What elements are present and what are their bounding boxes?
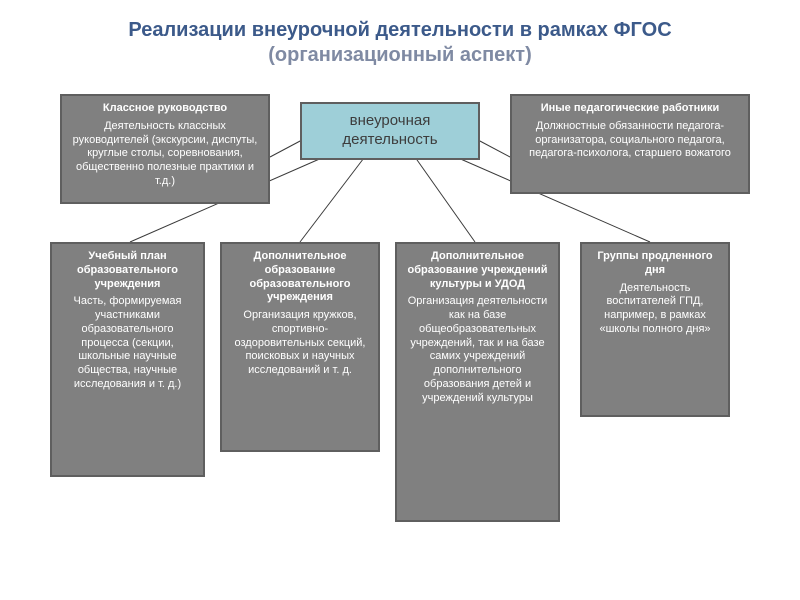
node-header: Классное руководство xyxy=(68,102,262,116)
diagram-canvas: внеурочная деятельность Классное руководс… xyxy=(0,72,800,592)
node-header: Дополнительное образование учреждений ку… xyxy=(403,250,552,291)
node-body: Организация кружков, спортивно-оздоровит… xyxy=(228,309,372,378)
edge-center-b2 xyxy=(300,150,370,242)
node-body: Деятельность классных руководителей (экс… xyxy=(68,120,262,189)
title-line2: (организационный аспект) xyxy=(30,43,770,68)
node-header: Учебный план образовательного учреждения xyxy=(58,250,197,291)
page-title: Реализации внеурочной деятельности в рам… xyxy=(0,0,800,72)
node-center: внеурочная деятельность xyxy=(300,102,480,160)
node-header: Группы продленного дня xyxy=(588,250,722,278)
node-header: Дополнительное образование образовательн… xyxy=(228,250,372,305)
node-label: внеурочная деятельность xyxy=(342,112,437,148)
title-line1: Реализации внеурочной деятельности в рам… xyxy=(30,18,770,43)
node-header: Иные педагогические работники xyxy=(518,102,742,116)
edge-center-tr xyxy=(478,140,510,157)
node-b2: Дополнительное образование образовательн… xyxy=(220,242,380,452)
edge-center-b3 xyxy=(410,150,475,242)
node-body: Организация деятельности как на базе общ… xyxy=(403,295,552,405)
node-b1: Учебный план образовательного учреждения… xyxy=(50,242,205,477)
edge-center-tl xyxy=(270,140,302,157)
node-tl: Классное руководство Деятельность классны… xyxy=(60,94,270,204)
node-b3: Дополнительное образование учреждений ку… xyxy=(395,242,560,522)
node-tr: Иные педагогические работники Должностные… xyxy=(510,94,750,194)
node-body: Должностные обязанности педагога-организ… xyxy=(518,120,742,161)
node-b4: Группы продленного дня Деятельность воспи… xyxy=(580,242,730,417)
node-body: Деятельность воспитателей ГПД, например,… xyxy=(588,282,722,337)
node-body: Часть, формируемая участниками образоват… xyxy=(58,295,197,391)
